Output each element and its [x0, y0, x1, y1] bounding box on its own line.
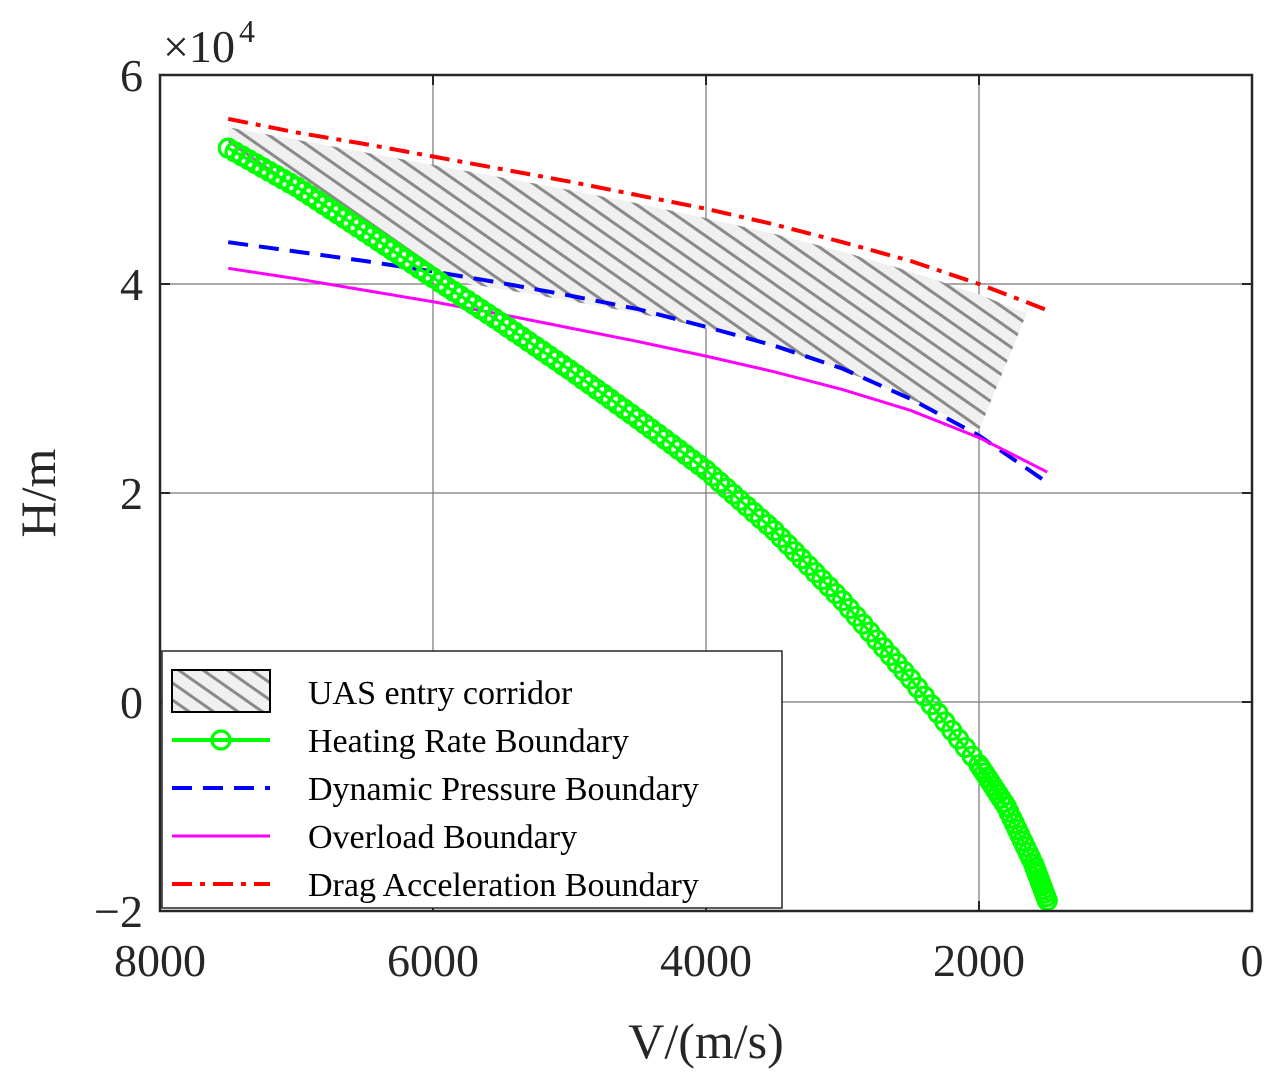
x-tick-label: 4000	[660, 935, 752, 986]
legend: UAS entry corridor Heating Rate Boundary D…	[161, 650, 783, 909]
heating-marker	[770, 527, 792, 549]
x-tick-label: 6000	[387, 935, 479, 986]
y-tick-label: 0	[120, 677, 143, 728]
y-tick-label: 4	[120, 259, 143, 310]
legend-label-drag: Drag Acceleration Boundary	[308, 867, 699, 904]
data-layer	[217, 116, 1058, 911]
legend-swatch-heating-marker	[210, 729, 232, 751]
heating-marker	[1036, 889, 1058, 911]
overload-line	[228, 266, 1048, 474]
heating-marker	[797, 555, 819, 577]
drag-line	[227, 116, 1048, 312]
y-tick-label: 6	[120, 50, 143, 101]
heating-marker	[811, 569, 833, 591]
y-tick-label: −2	[94, 886, 143, 937]
heating-marker	[804, 562, 826, 584]
heating-marker	[784, 541, 806, 563]
legend-label-overload: Overload Boundary	[308, 819, 577, 856]
x-tick-label: 8000	[114, 935, 206, 986]
dynamic-line	[227, 240, 1049, 485]
heating-marker	[825, 583, 847, 605]
y-exponent-label: ×10 4	[163, 13, 255, 72]
legend-label-heating: Heating Rate Boundary	[308, 723, 629, 760]
legend-label-corridor: UAS entry corridor	[308, 675, 573, 712]
ticks: 8000 6000 4000 2000 0 6 4 2 0 −2	[94, 50, 1263, 986]
heating-rate-line	[227, 146, 1049, 902]
heating-marker	[790, 548, 813, 570]
x-tick-label: 0	[1241, 935, 1264, 986]
legend-label-dynamic: Dynamic Pressure Boundary	[308, 771, 699, 808]
y-axis-label: H/m	[10, 448, 66, 537]
heating-marker	[777, 534, 799, 556]
legend-swatch-corridor	[171, 669, 271, 713]
heating-marker	[763, 520, 785, 542]
corridor-area	[228, 127, 1027, 431]
heating-marker	[818, 576, 840, 598]
y-tick-label: 2	[120, 468, 143, 519]
x-tick-label: 2000	[933, 935, 1025, 986]
x-axis-label: V/(m/s)	[628, 1013, 784, 1069]
